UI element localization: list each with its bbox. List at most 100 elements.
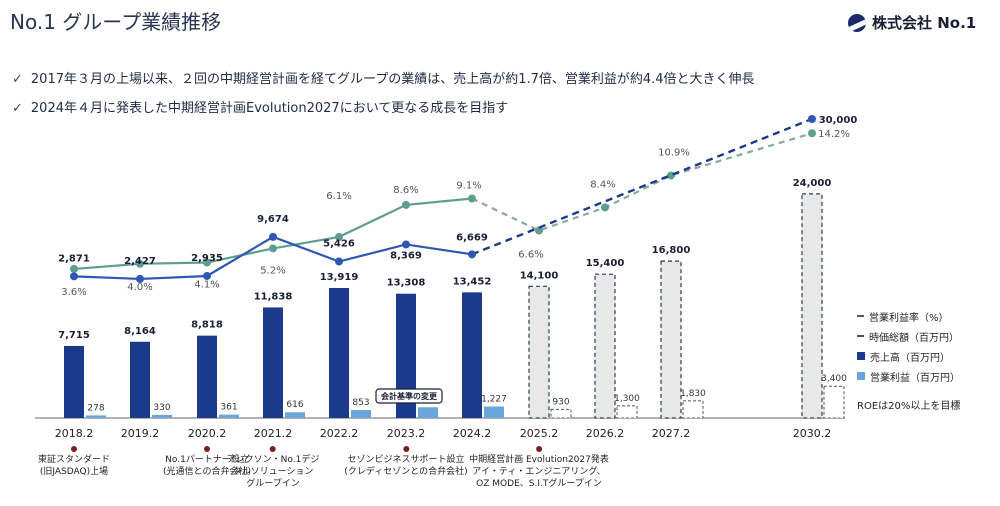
- sales-label: 15,400: [586, 258, 625, 269]
- event-text: グループイン: [246, 479, 300, 489]
- market-cap-point: [136, 274, 144, 283]
- sales-bar: [594, 273, 616, 419]
- market-cap-label: 30,000: [819, 115, 858, 126]
- op-profit-swatch: [857, 372, 865, 380]
- event-text: (旧JASDAQ)上場: [39, 467, 109, 477]
- x-tick-label: 2022.2: [320, 427, 359, 440]
- sales-swatch: [857, 352, 865, 360]
- market-cap-point: [335, 257, 343, 266]
- sales-label: 11,838: [254, 291, 293, 302]
- logo-icon: [848, 13, 866, 32]
- market-cap-label: 5,426: [323, 239, 355, 250]
- sales-bar: [64, 345, 84, 418]
- x-tick-label: 2024.2: [453, 427, 492, 440]
- x-tick-label: 2027.2: [652, 427, 691, 440]
- op-margin-point: [601, 203, 609, 212]
- event-text: (光通信との合弁会社): [163, 467, 251, 477]
- op-profit-bar: [219, 414, 239, 418]
- sales-bar: [130, 341, 150, 418]
- page-title: No.1 グループ業績推移: [10, 10, 222, 34]
- event-item: アレクソン・No.1デジ タルソリューション グループイン: [226, 446, 320, 490]
- op-profit-bar: [823, 385, 845, 419]
- op-margin-label: 4.0%: [127, 282, 152, 293]
- line-swatch: [857, 315, 864, 317]
- op-profit-bar: [351, 410, 371, 418]
- market-cap-label: 2,871: [58, 253, 90, 264]
- op-margin-label: 8.6%: [393, 185, 418, 196]
- x-tick-label: 2023.2: [387, 427, 426, 440]
- op-margin-point: [136, 259, 144, 268]
- x-tick-label: 2025.2: [520, 427, 559, 440]
- event-text: 中期経営計画 Evolution2027発表: [469, 455, 609, 465]
- op-margin-point: [468, 194, 476, 203]
- sales-label: 24,000: [793, 178, 832, 189]
- op-profit-label: 278: [87, 403, 104, 413]
- op-profit-bar: [682, 400, 704, 419]
- market-cap-point: [203, 271, 211, 280]
- op-margin-label: 6.6%: [518, 250, 543, 261]
- event-item: No.1パートナー設立 (光通信との合弁会社): [163, 446, 251, 478]
- op-margin-forecast-line: [471, 132, 813, 232]
- sales-label: 14,100: [520, 270, 559, 281]
- event-item: 東証スタンダード (旧JASDAQ)上場: [38, 446, 110, 478]
- x-tick-label: 2021.2: [254, 427, 293, 440]
- event-text: セゾンビジネスサポート設立: [347, 455, 465, 465]
- market-cap-point: [269, 232, 277, 241]
- op-margin-label: 8.4%: [590, 179, 615, 190]
- bullet-text: 2024年４月に発表した中期経営計画Evolution2027において更なる成長…: [30, 101, 509, 116]
- market-cap-point: [468, 250, 476, 259]
- op-margin-point: [808, 129, 816, 138]
- op-profit-bar: [550, 408, 572, 419]
- op-margin-point: [667, 171, 675, 180]
- event-item: セゾンビジネスサポート設立 (クレディセゾンとの合弁会社): [344, 446, 468, 478]
- chart-legend: 営業利益率（%） 時価総額（百万円） 売上高（百万円） 営業利益（百万円） RO…: [857, 306, 960, 414]
- market-cap-label: 6,669: [456, 232, 488, 243]
- legend-op-profit: 営業利益（百万円）: [857, 366, 960, 386]
- market-cap-label: 9,674: [257, 214, 289, 225]
- event-text: 東証スタンダード: [37, 455, 111, 465]
- event-text: アレクソン・No.1デジ: [226, 455, 320, 465]
- op-margin-point: [335, 232, 343, 241]
- sales-bar: [528, 285, 550, 419]
- op-profit-bar: [484, 406, 504, 418]
- event-item: 中期経営計画 Evolution2027発表 アイ・ティ・エンジニアリング、 OZ …: [469, 446, 609, 490]
- op-profit-bar: [86, 415, 106, 418]
- sales-bar: [462, 292, 482, 418]
- market-cap-point: [402, 240, 410, 249]
- summary-bullets: ✓ 2017年３月の上場以来、２回の中期経営計画を経てグループの業績は、売上高が約…: [12, 68, 755, 126]
- event-text: No.1パートナー設立: [165, 455, 249, 465]
- event-marker-icon: [70, 446, 77, 452]
- bullet-item: ✓ 2024年４月に発表した中期経営計画Evolution2027において更なる成…: [12, 97, 755, 116]
- check-icon: ✓: [12, 72, 23, 87]
- op-margin-point: [402, 200, 410, 209]
- op-profit-label: 361: [220, 403, 237, 413]
- brand-logo: 株式会社 No.1: [848, 12, 976, 33]
- op-profit-label: 330: [153, 403, 170, 413]
- event-text: (クレディセゾンとの合弁会社): [344, 467, 468, 477]
- event-marker-icon: [269, 446, 276, 452]
- legend-market-cap: 時価総額（百万円）: [857, 326, 960, 346]
- market-cap-label: 8,369: [390, 250, 422, 261]
- op-profit-label: 1,830: [680, 389, 706, 399]
- sales-label: 13,452: [453, 276, 492, 287]
- op-margin-point: [269, 244, 277, 253]
- sales-bar: [263, 307, 283, 418]
- x-tick-label: 2026.2: [586, 427, 625, 440]
- market-cap-point: [70, 272, 78, 281]
- x-tick-label: 2018.2: [55, 427, 94, 440]
- annotation-label: 会計基準の変更: [381, 391, 438, 401]
- line-swatch: [857, 335, 864, 337]
- op-profit-label: 616: [286, 400, 303, 410]
- sales-label: 8,818: [191, 320, 223, 331]
- op-margin-label: 4.1%: [194, 280, 219, 291]
- market-cap-label: 2,935: [191, 253, 223, 264]
- event-marker-icon: [535, 446, 542, 452]
- op-margin-label: 6.1%: [326, 191, 351, 202]
- sales-label: 13,919: [320, 272, 359, 283]
- op-margin-label: 5.2%: [260, 265, 285, 276]
- sales-bar: [801, 193, 823, 419]
- roe-note: ROEは20%以上を目標: [857, 400, 961, 412]
- event-text: アイ・ティ・エンジニアリング、: [472, 467, 606, 477]
- legend-op-margin: 営業利益率（%）: [857, 306, 960, 326]
